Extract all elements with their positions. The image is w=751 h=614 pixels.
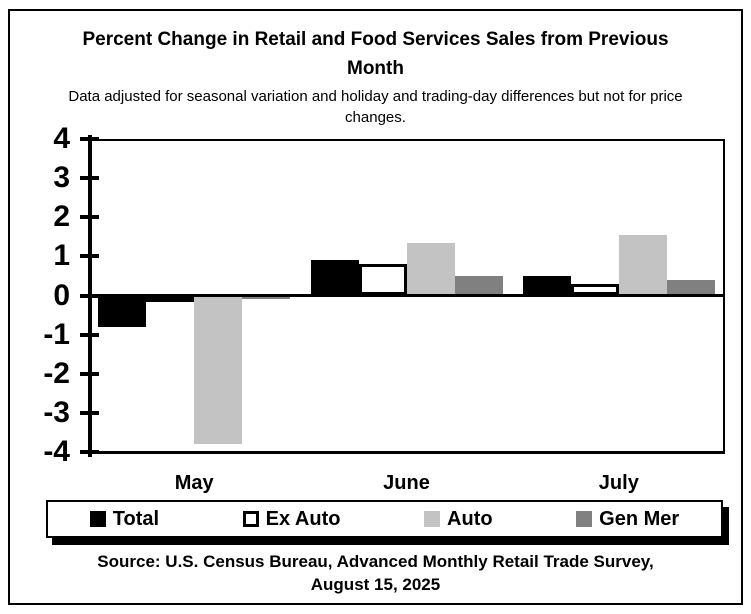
- y-axis-tick-mark: [80, 332, 99, 337]
- bar-total-june: [310, 260, 359, 296]
- y-axis-tick-mark: [80, 371, 99, 376]
- y-axis-tick-mark: [80, 450, 99, 454]
- y-axis-tick-label: -2: [43, 356, 70, 390]
- legend-label: Total: [112, 508, 160, 530]
- legend-label: Auto: [447, 508, 493, 530]
- y-axis-tick-mark: [80, 410, 99, 415]
- y-axis-tick-mark: [80, 254, 99, 259]
- plot-area: [88, 139, 725, 454]
- x-axis-category-label: July: [598, 472, 639, 494]
- y-axis-tick-label: -4: [43, 435, 70, 468]
- bar-gen-mer-june: [454, 275, 503, 296]
- chart-frame: Percent Change in Retail and Food Servic…: [8, 9, 743, 605]
- x-axis-category-label: May: [174, 472, 214, 494]
- legend-swatch-gen-mer: [576, 511, 593, 527]
- bar-total-july: [522, 275, 571, 296]
- bar-auto-may: [194, 295, 243, 445]
- source-text: Source: U.S. Census Bureau, Advanced Mon…: [97, 552, 654, 594]
- legend-item-auto: Auto: [424, 509, 493, 529]
- y-axis-tick-label: 1: [53, 239, 70, 273]
- bar-auto-july: [618, 234, 667, 296]
- legend-item-gen-mer: Gen Mer: [576, 509, 679, 529]
- legend-label: Gen Mer: [599, 508, 680, 530]
- bar-ex-auto-june: [358, 264, 407, 296]
- legend: Total Ex Auto Auto Gen Mer: [46, 500, 723, 538]
- chart-subtitle: Data adjusted for seasonal variation and…: [68, 87, 683, 126]
- chart-title: Percent Change in Retail and Food Servic…: [82, 29, 669, 80]
- y-axis-tick-label: 2: [53, 200, 70, 234]
- bar-gen-mer-july: [666, 279, 715, 296]
- y-axis-tick-mark: [80, 176, 99, 181]
- y-axis-tick-mark: [80, 137, 99, 141]
- legend-item-total: Total: [89, 508, 160, 530]
- legend-swatch-total: [89, 511, 106, 527]
- y-axis-tick-label: -1: [43, 317, 70, 351]
- bar-ex-auto-may: [146, 295, 195, 302]
- legend-swatch-auto: [424, 511, 441, 527]
- source-note: Source: U.S. Census Bureau, Advanced Mon…: [10, 551, 741, 597]
- y-axis-tick-label: 0: [53, 278, 70, 312]
- zero-baseline: [88, 294, 725, 297]
- y-axis-tick-mark: [80, 215, 99, 220]
- y-axis-tick-label: -3: [43, 395, 70, 429]
- bar-gen-mer-may: [242, 295, 291, 300]
- bar-auto-june: [406, 242, 455, 296]
- legend-item-ex-auto: Ex Auto: [242, 508, 341, 530]
- legend-label: Ex Auto: [265, 508, 341, 530]
- bar-chart: 4 3 2 1 0 -1 -2 -3 -4 May June July: [10, 11, 741, 603]
- bar-total-may: [98, 295, 147, 327]
- y-axis-tick-label: 4: [53, 122, 70, 155]
- y-axis-tick-label: 3: [53, 161, 70, 195]
- legend-swatch-ex-auto: [242, 511, 259, 527]
- x-axis-category-label: June: [383, 472, 430, 494]
